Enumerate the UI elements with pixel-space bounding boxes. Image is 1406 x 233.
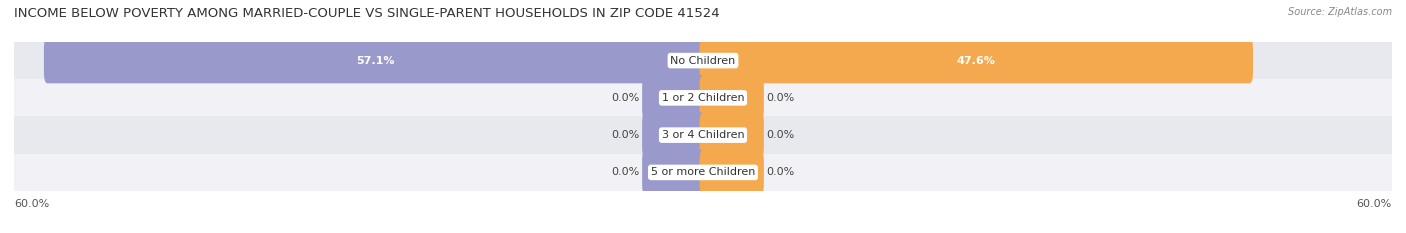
FancyBboxPatch shape (700, 38, 1253, 83)
FancyBboxPatch shape (44, 38, 706, 83)
Text: 0.0%: 0.0% (612, 168, 640, 177)
FancyBboxPatch shape (643, 75, 706, 121)
Bar (14, 42, 1392, 79)
FancyBboxPatch shape (643, 112, 706, 158)
FancyBboxPatch shape (700, 150, 763, 195)
Text: 0.0%: 0.0% (612, 130, 640, 140)
Text: 57.1%: 57.1% (356, 56, 395, 65)
Text: INCOME BELOW POVERTY AMONG MARRIED-COUPLE VS SINGLE-PARENT HOUSEHOLDS IN ZIP COD: INCOME BELOW POVERTY AMONG MARRIED-COUPL… (14, 7, 720, 20)
Text: 0.0%: 0.0% (612, 93, 640, 103)
Text: Source: ZipAtlas.com: Source: ZipAtlas.com (1288, 7, 1392, 17)
Text: No Children: No Children (671, 56, 735, 65)
Text: 60.0%: 60.0% (14, 199, 49, 209)
Text: 5 or more Children: 5 or more Children (651, 168, 755, 177)
FancyBboxPatch shape (643, 150, 706, 195)
FancyBboxPatch shape (700, 75, 763, 121)
Text: 47.6%: 47.6% (957, 56, 995, 65)
Bar (14, 79, 1392, 116)
Bar (14, 116, 1392, 154)
Text: 3 or 4 Children: 3 or 4 Children (662, 130, 744, 140)
FancyBboxPatch shape (700, 112, 763, 158)
Bar (14, 154, 1392, 191)
Text: 0.0%: 0.0% (766, 168, 794, 177)
Text: 0.0%: 0.0% (766, 93, 794, 103)
Text: 1 or 2 Children: 1 or 2 Children (662, 93, 744, 103)
Text: 0.0%: 0.0% (766, 130, 794, 140)
Text: 60.0%: 60.0% (1357, 199, 1392, 209)
